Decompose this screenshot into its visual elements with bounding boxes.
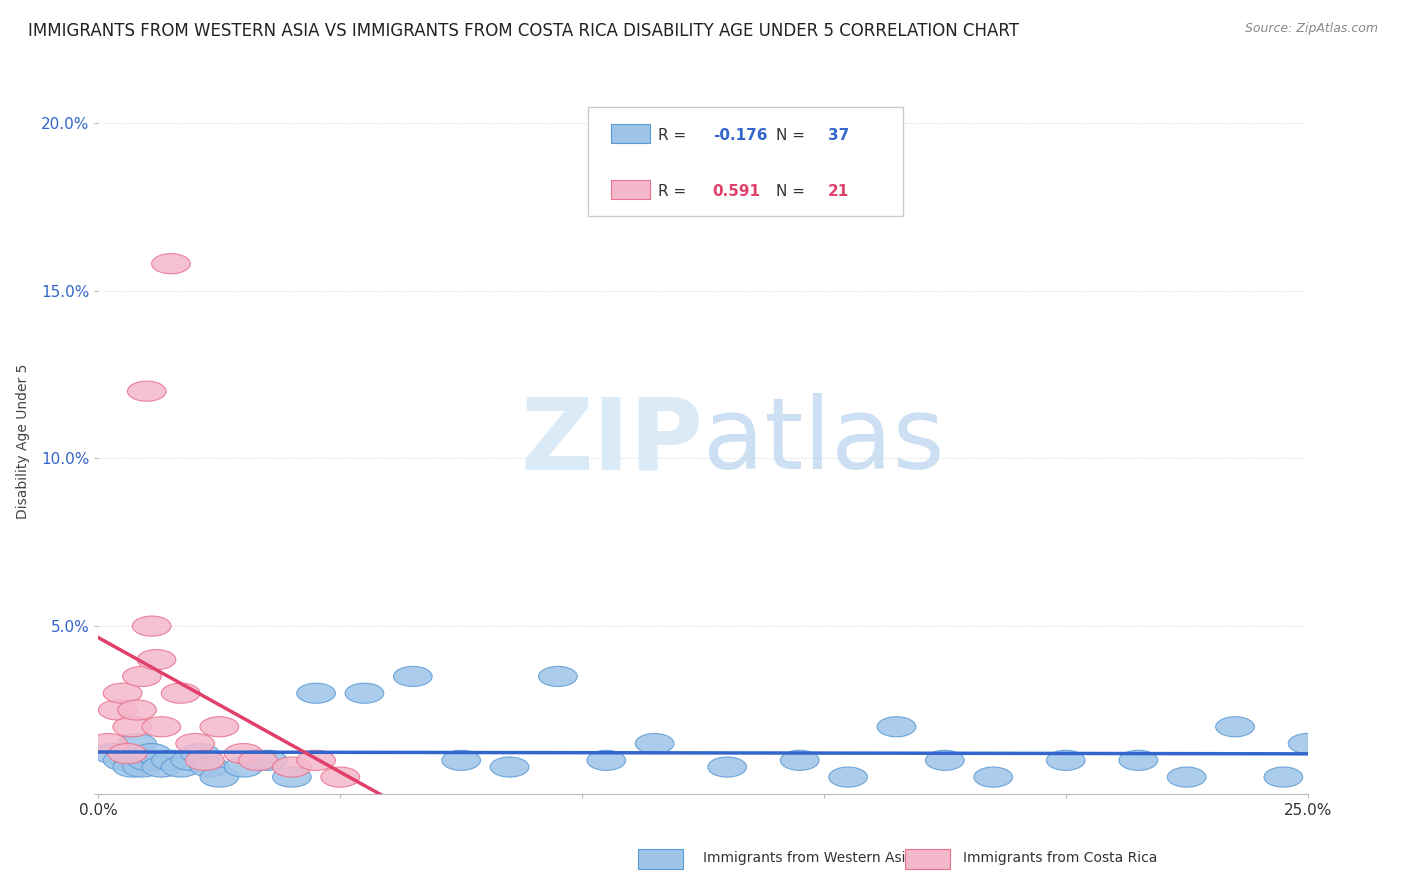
Text: ZIP: ZIP xyxy=(520,393,703,490)
FancyBboxPatch shape xyxy=(588,107,903,216)
Text: -0.176: -0.176 xyxy=(713,128,768,143)
Ellipse shape xyxy=(103,750,142,771)
Text: Immigrants from Costa Rica: Immigrants from Costa Rica xyxy=(963,851,1157,865)
Ellipse shape xyxy=(441,750,481,771)
Ellipse shape xyxy=(94,744,132,764)
Ellipse shape xyxy=(297,750,336,771)
Y-axis label: Disability Age Under 5: Disability Age Under 5 xyxy=(15,364,30,519)
Ellipse shape xyxy=(249,750,287,771)
Text: 0.591: 0.591 xyxy=(713,184,761,199)
Ellipse shape xyxy=(974,767,1012,787)
Ellipse shape xyxy=(877,716,915,737)
Text: R =: R = xyxy=(658,128,692,143)
Ellipse shape xyxy=(152,253,190,274)
Ellipse shape xyxy=(103,683,142,703)
Ellipse shape xyxy=(321,767,360,787)
Ellipse shape xyxy=(636,733,673,754)
Ellipse shape xyxy=(112,716,152,737)
Ellipse shape xyxy=(89,733,128,754)
Ellipse shape xyxy=(828,767,868,787)
Ellipse shape xyxy=(172,750,209,771)
Ellipse shape xyxy=(142,757,180,777)
Ellipse shape xyxy=(122,666,162,687)
Ellipse shape xyxy=(132,744,172,764)
Ellipse shape xyxy=(1288,733,1327,754)
Text: atlas: atlas xyxy=(703,393,945,490)
Text: N =: N = xyxy=(776,128,810,143)
Ellipse shape xyxy=(586,750,626,771)
Ellipse shape xyxy=(190,757,229,777)
Ellipse shape xyxy=(707,757,747,777)
Ellipse shape xyxy=(491,757,529,777)
Ellipse shape xyxy=(538,666,578,687)
Ellipse shape xyxy=(112,757,152,777)
Ellipse shape xyxy=(118,700,156,720)
Ellipse shape xyxy=(186,750,224,771)
FancyBboxPatch shape xyxy=(612,124,650,143)
Ellipse shape xyxy=(224,744,263,764)
Ellipse shape xyxy=(132,616,172,636)
Text: Immigrants from Western Asia: Immigrants from Western Asia xyxy=(703,851,914,865)
Ellipse shape xyxy=(1264,767,1303,787)
Ellipse shape xyxy=(98,700,138,720)
Ellipse shape xyxy=(1216,716,1254,737)
Ellipse shape xyxy=(925,750,965,771)
Ellipse shape xyxy=(1119,750,1157,771)
Text: 37: 37 xyxy=(828,128,849,143)
Ellipse shape xyxy=(128,750,166,771)
Ellipse shape xyxy=(200,767,239,787)
Ellipse shape xyxy=(142,716,180,737)
Ellipse shape xyxy=(162,683,200,703)
Ellipse shape xyxy=(1046,750,1085,771)
Text: N =: N = xyxy=(776,184,810,199)
Ellipse shape xyxy=(152,750,190,771)
Ellipse shape xyxy=(273,757,311,777)
Text: 21: 21 xyxy=(828,184,849,199)
Ellipse shape xyxy=(108,744,146,764)
Ellipse shape xyxy=(180,744,219,764)
FancyBboxPatch shape xyxy=(612,180,650,199)
Ellipse shape xyxy=(162,757,200,777)
Ellipse shape xyxy=(780,750,820,771)
Ellipse shape xyxy=(344,683,384,703)
Ellipse shape xyxy=(394,666,432,687)
Ellipse shape xyxy=(138,649,176,670)
Text: Source: ZipAtlas.com: Source: ZipAtlas.com xyxy=(1244,22,1378,36)
Ellipse shape xyxy=(297,683,336,703)
Ellipse shape xyxy=(128,381,166,401)
Ellipse shape xyxy=(122,757,162,777)
Text: R =: R = xyxy=(658,184,692,199)
Ellipse shape xyxy=(273,767,311,787)
Ellipse shape xyxy=(224,757,263,777)
Ellipse shape xyxy=(200,716,239,737)
Ellipse shape xyxy=(1167,767,1206,787)
Ellipse shape xyxy=(239,750,277,771)
Ellipse shape xyxy=(176,733,215,754)
Text: IMMIGRANTS FROM WESTERN ASIA VS IMMIGRANTS FROM COSTA RICA DISABILITY AGE UNDER : IMMIGRANTS FROM WESTERN ASIA VS IMMIGRAN… xyxy=(28,22,1019,40)
Ellipse shape xyxy=(118,733,156,754)
